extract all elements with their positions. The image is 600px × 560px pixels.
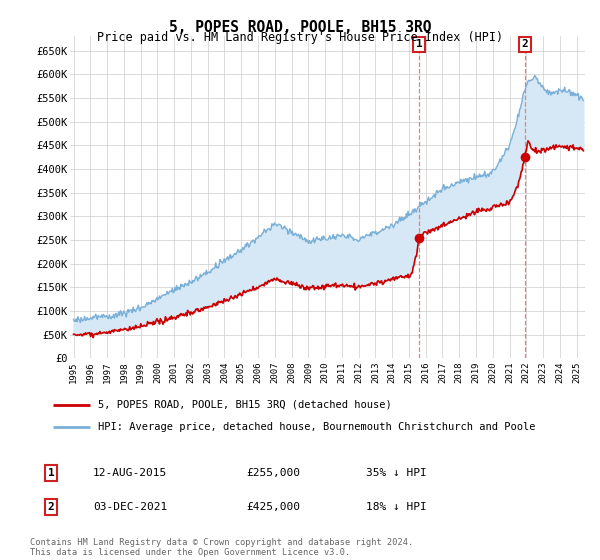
Text: 5, POPES ROAD, POOLE, BH15 3RQ: 5, POPES ROAD, POOLE, BH15 3RQ [169,20,431,35]
Text: Price paid vs. HM Land Registry's House Price Index (HPI): Price paid vs. HM Land Registry's House … [97,31,503,44]
Text: 12-AUG-2015: 12-AUG-2015 [93,468,167,478]
Text: Contains HM Land Registry data © Crown copyright and database right 2024.
This d: Contains HM Land Registry data © Crown c… [30,538,413,557]
Text: HPI: Average price, detached house, Bournemouth Christchurch and Poole: HPI: Average price, detached house, Bour… [98,422,536,432]
Text: 1: 1 [416,39,422,49]
Text: 1: 1 [47,468,55,478]
Text: 5, POPES ROAD, POOLE, BH15 3RQ (detached house): 5, POPES ROAD, POOLE, BH15 3RQ (detached… [98,400,392,410]
Text: 18% ↓ HPI: 18% ↓ HPI [366,502,427,512]
Text: 03-DEC-2021: 03-DEC-2021 [93,502,167,512]
Text: 2: 2 [47,502,55,512]
Text: 35% ↓ HPI: 35% ↓ HPI [366,468,427,478]
Text: £425,000: £425,000 [246,502,300,512]
Text: 2: 2 [521,39,529,49]
Text: £255,000: £255,000 [246,468,300,478]
